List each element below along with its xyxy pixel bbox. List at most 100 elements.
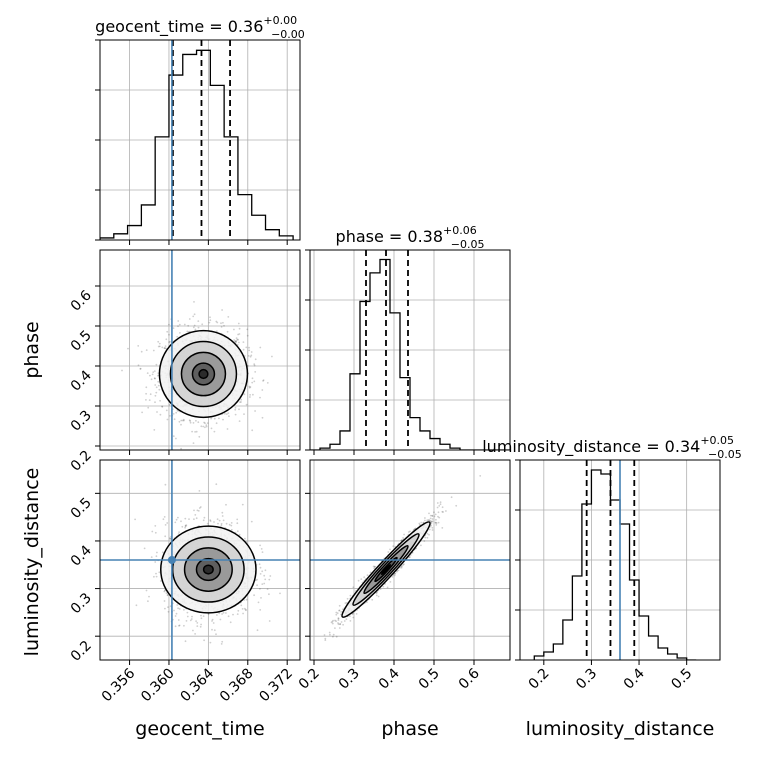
sample-point (190, 462, 192, 464)
density-marks (121, 250, 273, 464)
sample-point (223, 324, 225, 327)
sample-point (351, 613, 354, 616)
sample-point (194, 514, 197, 516)
grid (310, 249, 510, 450)
sample-point (400, 565, 403, 568)
sample-point (424, 536, 427, 539)
density-contour (198, 368, 209, 380)
sample-point (211, 620, 213, 622)
sample-point (197, 326, 200, 329)
sample-point (191, 615, 193, 618)
sample-point (188, 419, 191, 422)
sample-point (335, 611, 338, 614)
panel-frame (99, 249, 301, 451)
sample-point (375, 594, 378, 597)
sample-point (240, 401, 242, 403)
sample-point (163, 347, 166, 349)
sample-point (445, 510, 447, 512)
sample-point (161, 346, 164, 349)
sample-point (174, 625, 177, 628)
panel-frame (309, 249, 511, 451)
sample-point (253, 380, 256, 383)
sample-point (169, 537, 171, 539)
sample-point (455, 504, 458, 507)
sample-point (164, 524, 167, 526)
sample-point (192, 315, 195, 318)
sample-point (218, 417, 220, 420)
sample-point (420, 521, 423, 524)
sample-point (248, 386, 251, 389)
sample-point (363, 576, 366, 579)
sample-point (184, 517, 187, 520)
sample-point (156, 411, 158, 413)
sample-point (158, 342, 161, 345)
sample-point (186, 330, 189, 333)
sample-point (372, 565, 375, 568)
sample-point (145, 349, 148, 351)
sample-point (346, 597, 349, 600)
sample-point (178, 624, 180, 627)
sample-point (431, 514, 434, 517)
sample-point (426, 536, 429, 539)
sample-point (155, 572, 157, 575)
sample-point (157, 374, 159, 377)
sample-point (213, 417, 216, 420)
sample-point (175, 518, 178, 521)
sample-point (157, 384, 160, 387)
sample-point (185, 620, 188, 622)
sample-point (427, 519, 430, 522)
sample-point (211, 628, 213, 631)
sample-point (193, 518, 195, 521)
sample-point (238, 420, 241, 422)
sample-point (402, 564, 405, 566)
sample-point (437, 521, 440, 524)
sample-point (195, 620, 198, 622)
sample-point (341, 608, 344, 611)
sample-point (352, 586, 355, 589)
sample-point (238, 408, 240, 411)
sample-point (382, 585, 385, 588)
sample-point (392, 545, 395, 547)
sample-point (260, 597, 262, 599)
sample-point (147, 406, 150, 409)
sample-point (135, 604, 138, 607)
sample-point (155, 386, 158, 389)
sample-point (244, 608, 247, 611)
histogram-steps (310, 258, 510, 450)
sample-point (268, 593, 270, 596)
sample-point (234, 408, 237, 411)
sample-point (337, 617, 340, 619)
sample-point (450, 496, 453, 499)
sample-point (357, 579, 360, 582)
sample-point (169, 538, 172, 540)
x-tick-label: 0.6 (456, 665, 483, 692)
sample-point (192, 442, 195, 444)
sample-point (249, 394, 252, 396)
panel-frame (519, 459, 721, 661)
sample-point (163, 590, 166, 593)
sample-point (168, 323, 170, 326)
sample-point (198, 435, 201, 438)
sample-point (178, 624, 181, 627)
sample-point (259, 396, 261, 399)
x-tick-label: 0.2 (296, 666, 323, 693)
sample-point (192, 422, 195, 424)
x-tick-label: 0.360 (138, 666, 178, 706)
sample-point (166, 594, 169, 596)
sample-point (257, 601, 260, 604)
sample-point (342, 623, 344, 626)
histogram-steps (533, 469, 697, 660)
sample-point (201, 323, 204, 326)
sample-point (213, 430, 216, 433)
sample-point (237, 609, 240, 612)
sample-point (166, 522, 169, 524)
sample-point (184, 640, 187, 643)
sample-point (145, 386, 148, 389)
sample-point (193, 301, 195, 303)
sample-point (337, 623, 340, 626)
sample-point (253, 363, 256, 365)
sample-point (167, 610, 170, 613)
sample-point (248, 349, 251, 352)
density-marks (100, 460, 300, 660)
